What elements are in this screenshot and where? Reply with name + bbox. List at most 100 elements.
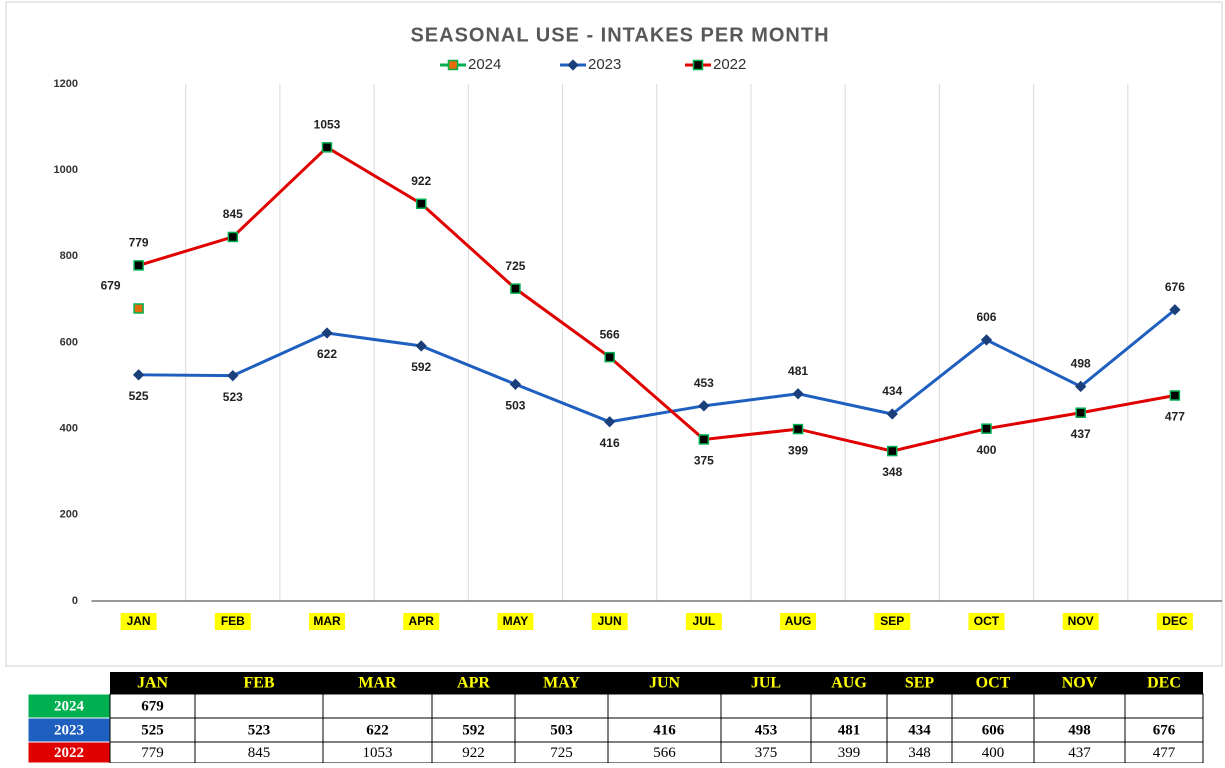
marker <box>132 369 145 381</box>
table-value: 503 <box>550 722 573 738</box>
table-header-cell: OCT <box>976 675 1011 692</box>
table-value: 1053 <box>363 745 393 761</box>
table-value: 437 <box>1068 745 1091 761</box>
data-label: 679 <box>101 279 121 293</box>
table-header-cell: MAR <box>358 675 397 692</box>
table-row-label: 2022 <box>54 745 84 761</box>
marker <box>227 231 239 243</box>
y-tick-label: 600 <box>60 336 78 348</box>
table-header-cell: JUL <box>751 675 781 692</box>
x-tick-label: JUN <box>598 614 622 628</box>
x-tick-label: JUL <box>693 614 716 628</box>
marker <box>510 283 521 294</box>
x-tick-label: APR <box>409 614 435 628</box>
data-label: 725 <box>505 259 525 273</box>
table-value: 922 <box>462 745 485 761</box>
x-label-highlight <box>685 613 722 630</box>
table-value: 779 <box>141 745 164 761</box>
x-label-highlight <box>1062 613 1099 630</box>
y-tick-label: 200 <box>60 509 78 521</box>
marker <box>603 416 616 428</box>
table-cell <box>1124 693 1204 719</box>
data-label: 375 <box>694 454 714 468</box>
table-row-label: 2023 <box>54 722 84 738</box>
x-tick-label: MAR <box>313 614 341 628</box>
marker <box>1075 407 1086 418</box>
table-cell <box>951 693 1035 719</box>
marker <box>1169 304 1181 316</box>
data-label: 566 <box>600 327 620 341</box>
marker <box>1169 390 1181 401</box>
table-value: 566 <box>653 745 676 761</box>
x-label-highlight <box>968 613 1005 630</box>
data-label: 437 <box>1071 427 1091 441</box>
series-line <box>138 308 1176 424</box>
marker <box>321 327 333 339</box>
table-cell <box>322 693 433 719</box>
table-header-cell: FEB <box>243 675 274 692</box>
y-tick-label: 1000 <box>54 164 78 176</box>
table-cell <box>886 693 953 719</box>
data-label: 498 <box>1071 357 1091 371</box>
x-tick-label: AUG <box>785 614 812 628</box>
x-tick-label: NOV <box>1068 614 1094 628</box>
table-header-cell: AUG <box>831 675 867 692</box>
x-tick-label: OCT <box>974 614 1000 628</box>
data-label: 779 <box>129 236 149 250</box>
x-label-highlight <box>497 613 534 630</box>
table-header-cell: JUN <box>649 675 681 692</box>
table-value: 676 <box>1153 722 1176 738</box>
table-value: 622 <box>366 722 389 738</box>
table-value: 481 <box>838 722 861 738</box>
table-header <box>110 672 1203 694</box>
table-value: 375 <box>755 745 778 761</box>
marker <box>509 378 522 390</box>
chart-title: SEASONAL USE - INTAKES PER MONTH <box>410 24 829 46</box>
table-value: 400 <box>982 745 1005 761</box>
marker <box>133 260 144 271</box>
marker <box>1075 380 1087 393</box>
table-header-cell: JAN <box>137 675 169 692</box>
table-cell <box>720 693 812 719</box>
data-label: 416 <box>600 436 620 450</box>
table-cell <box>607 693 722 719</box>
table-value: 453 <box>755 722 778 738</box>
x-label-highlight <box>309 613 346 630</box>
x-tick-label: FEB <box>221 614 245 628</box>
x-label-highlight <box>591 613 628 630</box>
y-tick-label: 1200 <box>54 78 78 90</box>
data-label: 525 <box>129 389 149 403</box>
table-value: 399 <box>838 745 861 761</box>
table-header-cell: NOV <box>1062 675 1098 692</box>
y-tick-label: 400 <box>60 423 78 435</box>
table-value: 592 <box>462 722 485 738</box>
x-label-highlight <box>214 613 251 630</box>
data-label: 481 <box>788 364 808 378</box>
data-label: 592 <box>411 360 431 374</box>
x-label-highlight <box>403 613 440 630</box>
x-tick-label: DEC <box>1162 614 1188 628</box>
x-tick-label: JAN <box>127 614 151 628</box>
table-cell <box>194 693 324 719</box>
data-label: 399 <box>788 443 808 457</box>
data-label: 453 <box>694 376 714 390</box>
marker <box>415 340 427 352</box>
table-cell <box>810 693 888 719</box>
marker <box>981 423 992 434</box>
y-tick-label: 0 <box>72 595 78 607</box>
data-label: 434 <box>882 384 902 398</box>
table-header-cell: DEC <box>1147 675 1181 692</box>
table-value: 679 <box>141 698 164 714</box>
marker <box>698 400 710 412</box>
marker <box>886 408 898 420</box>
data-label: 622 <box>317 347 337 361</box>
table-header-cell: APR <box>457 675 490 692</box>
series-line <box>138 145 1176 453</box>
marker <box>227 370 239 382</box>
chart-area <box>5 1 1223 667</box>
table-cell <box>514 693 609 719</box>
table-value: 434 <box>908 722 931 738</box>
marker <box>792 388 804 400</box>
table-value: 498 <box>1068 722 1091 738</box>
